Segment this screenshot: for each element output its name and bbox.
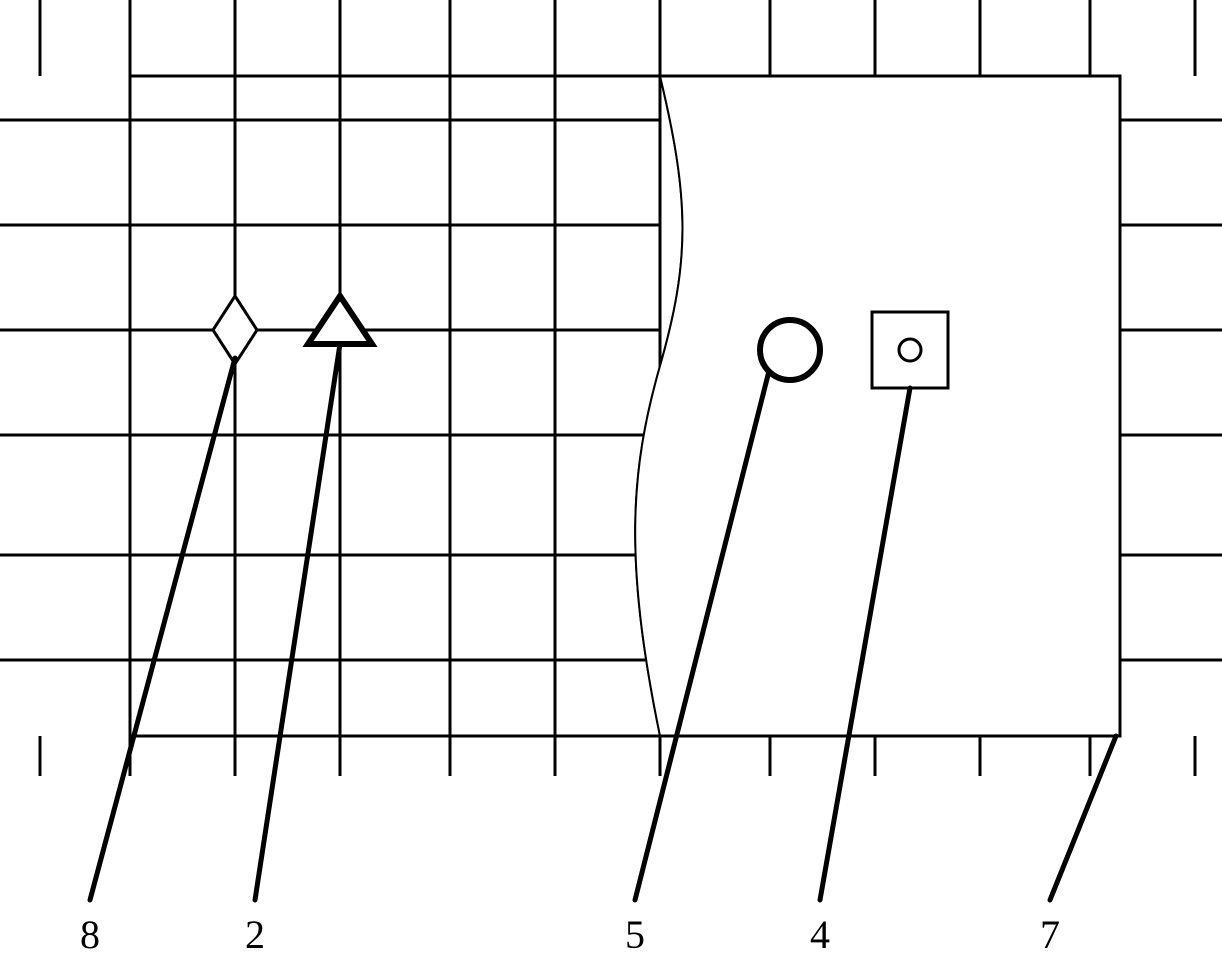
label-8: 8 — [80, 912, 100, 957]
label-2: 2 — [245, 912, 265, 957]
right-region-mask — [635, 76, 1120, 736]
marker-square-inner-circle — [899, 339, 921, 361]
label-4: 4 — [810, 912, 830, 957]
label-7: 7 — [1040, 912, 1060, 957]
label-5: 5 — [625, 912, 645, 957]
